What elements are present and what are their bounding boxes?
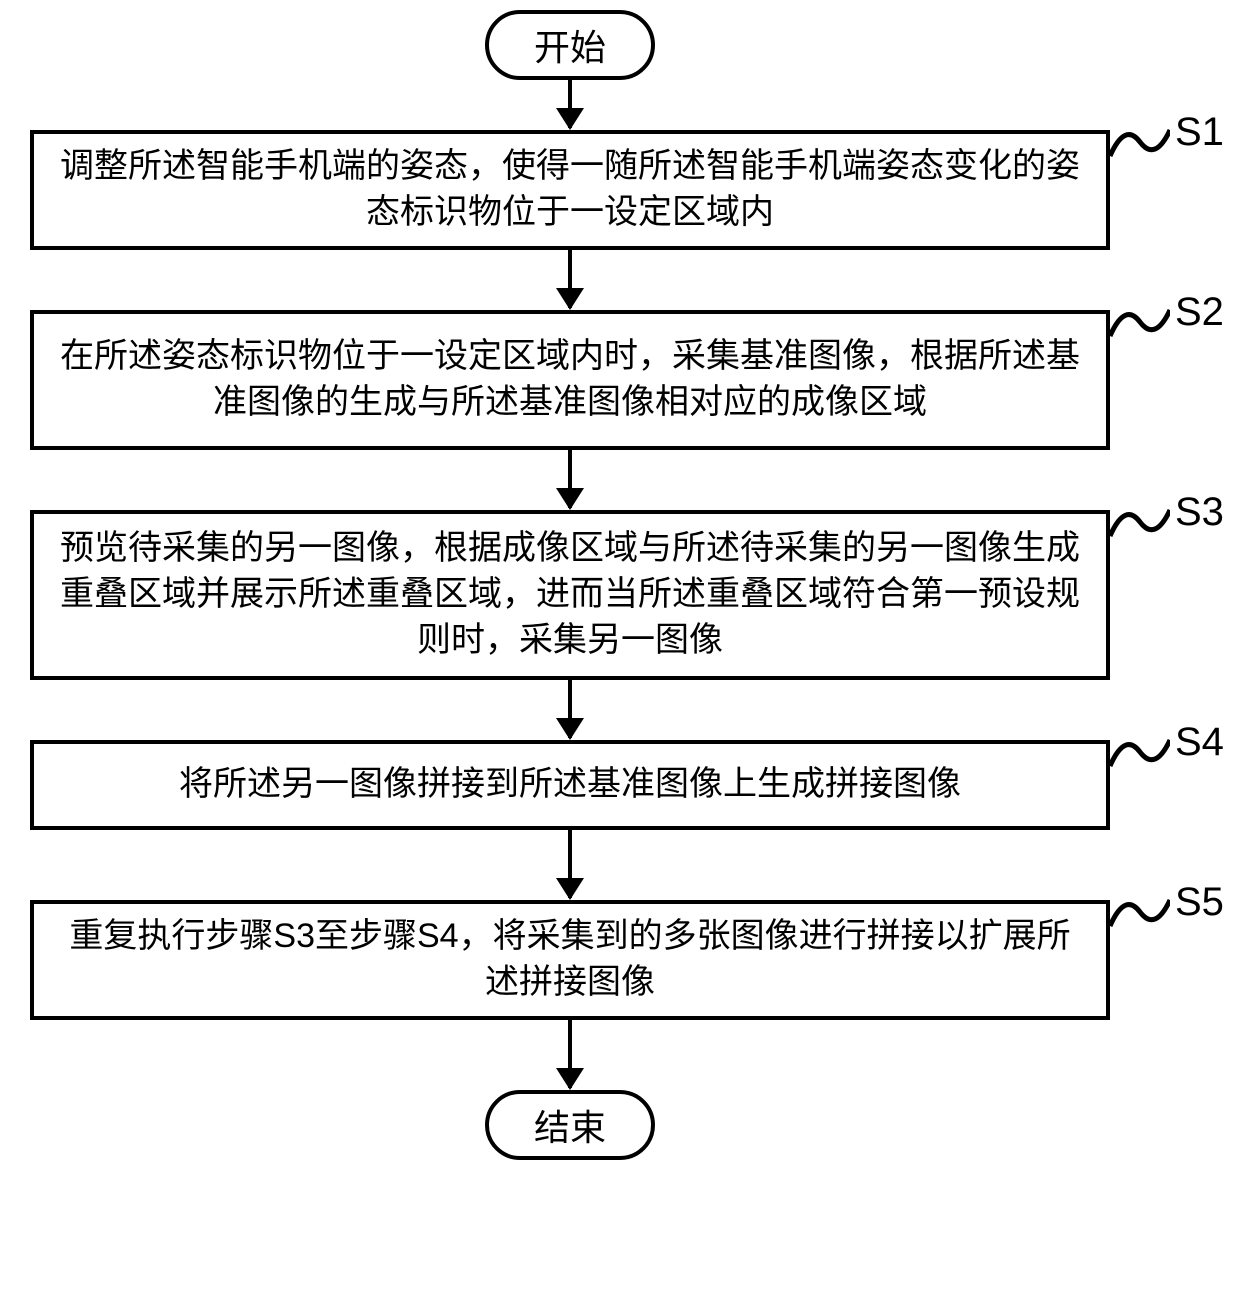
step-label-s3: S3 <box>1175 490 1224 535</box>
start-terminator: 开始 <box>485 10 655 80</box>
arrow-s1-s2 <box>568 250 572 308</box>
process-s4: 将所述另一图像拼接到所述基准图像上生成拼接图像 <box>30 740 1110 830</box>
step-label-s4: S4 <box>1175 720 1224 765</box>
process-s4-text: 将所述另一图像拼接到所述基准图像上生成拼接图像 <box>179 762 961 808</box>
step-label-s2: S2 <box>1175 290 1224 335</box>
arrow-s4-s5 <box>568 830 572 898</box>
step-label-s1: S1 <box>1175 110 1224 155</box>
flowchart-container: 开始 调整所述智能手机端的姿态，使得一随所述智能手机端姿态变化的姿态标识物位于一… <box>0 0 1240 1295</box>
process-s2-text: 在所述姿态标识物位于一设定区域内时，采集基准图像，根据所述基准图像的生成与所述基… <box>54 334 1086 426</box>
start-label: 开始 <box>534 19 606 71</box>
process-s2: 在所述姿态标识物位于一设定区域内时，采集基准图像，根据所述基准图像的生成与所述基… <box>30 310 1110 450</box>
end-terminator: 结束 <box>485 1090 655 1160</box>
process-s1: 调整所述智能手机端的姿态，使得一随所述智能手机端姿态变化的姿态标识物位于一设定区… <box>30 130 1110 250</box>
process-s5: 重复执行步骤S3至步骤S4，将采集到的多张图像进行拼接以扩展所述拼接图像 <box>30 900 1110 1020</box>
process-s5-text: 重复执行步骤S3至步骤S4，将采集到的多张图像进行拼接以扩展所述拼接图像 <box>54 914 1086 1006</box>
arrow-s2-s3 <box>568 450 572 508</box>
arrow-s3-s4 <box>568 680 572 738</box>
connector-s3 <box>1110 508 1170 538</box>
process-s3: 预览待采集的另一图像，根据成像区域与所述待采集的另一图像生成重叠区域并展示所述重… <box>30 510 1110 680</box>
process-s1-text: 调整所述智能手机端的姿态，使得一随所述智能手机端姿态变化的姿态标识物位于一设定区… <box>54 144 1086 236</box>
connector-s1 <box>1110 128 1170 158</box>
connector-s5 <box>1110 898 1170 928</box>
end-label: 结束 <box>534 1099 606 1151</box>
process-s3-text: 预览待采集的另一图像，根据成像区域与所述待采集的另一图像生成重叠区域并展示所述重… <box>54 526 1086 664</box>
step-label-s5: S5 <box>1175 880 1224 925</box>
connector-s4 <box>1110 738 1170 768</box>
arrow-s5-end <box>568 1020 572 1088</box>
arrow-start-s1 <box>568 80 572 128</box>
connector-s2 <box>1110 308 1170 338</box>
